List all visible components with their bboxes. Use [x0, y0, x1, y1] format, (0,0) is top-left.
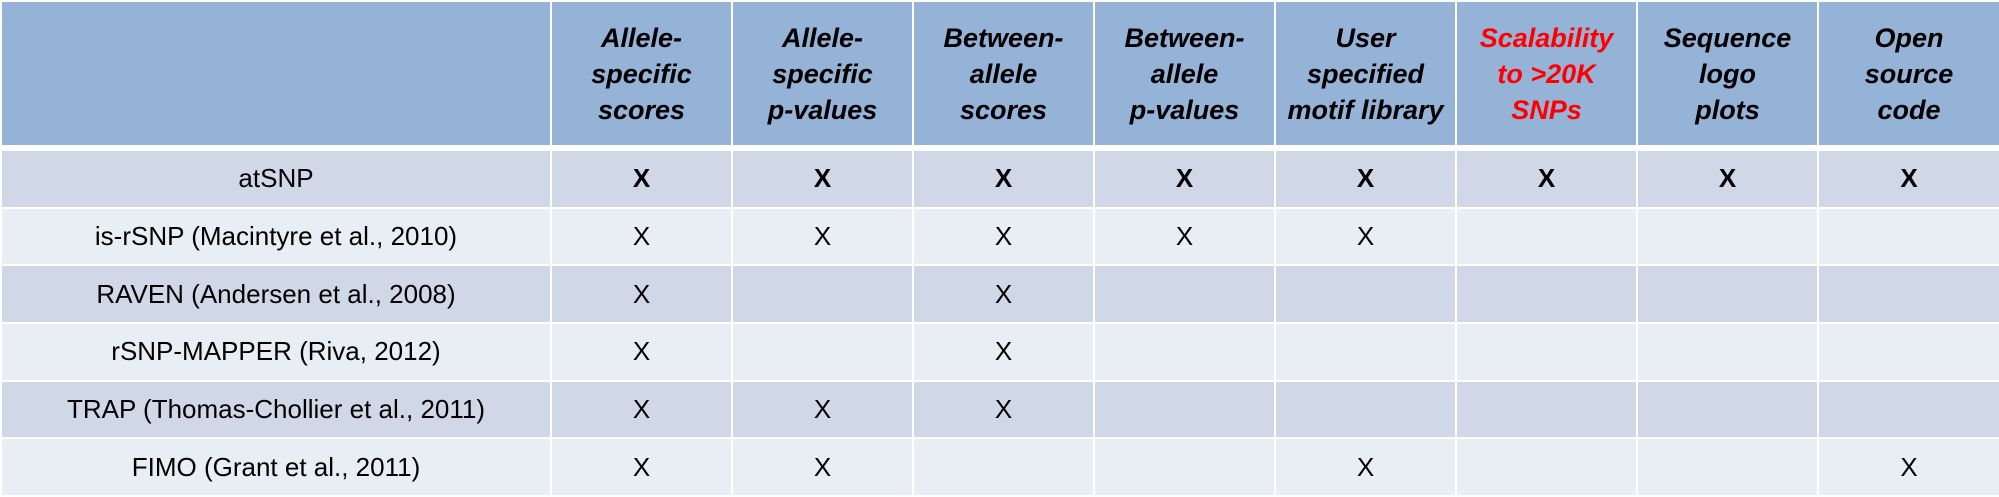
header-line: code [1877, 94, 1941, 125]
header-scalability: Scalability to >20K SNPs [1455, 0, 1638, 149]
feature-mark-cell [1274, 264, 1457, 325]
feature-mark-cell [1636, 264, 1819, 325]
header-allele-specific-p-values: Allele- specific p-values [731, 0, 914, 149]
feature-mark-cell: X [912, 322, 1095, 382]
header-line: allele [969, 58, 1038, 89]
header-line: specified [1306, 58, 1425, 89]
header-line: specific [591, 58, 692, 89]
feature-mark-cell: X [1093, 206, 1276, 267]
feature-mark-cell [1636, 206, 1819, 267]
feature-mark-cell: X [1817, 147, 1999, 209]
feature-mark-cell: X [1274, 437, 1457, 497]
feature-mark-cell [1636, 437, 1819, 497]
feature-mark-cell [1455, 379, 1638, 440]
table-row: FIMO (Grant et al., 2011) X X X X [0, 437, 1999, 497]
feature-mark-cell: X [550, 147, 733, 209]
table-row: is-rSNP (Macintyre et al., 2010) X X X X… [0, 206, 1999, 267]
feature-mark-cell [1455, 206, 1638, 267]
header-line: Open [1874, 22, 1944, 53]
feature-mark-cell [1093, 264, 1276, 325]
tool-name-cell: is-rSNP (Macintyre et al., 2010) [0, 206, 552, 267]
header-line: Allele- [600, 22, 683, 53]
feature-mark-cell [1093, 437, 1276, 497]
header-line: Between- [1124, 22, 1245, 53]
header-line: scores [597, 94, 686, 125]
feature-mark-cell: X [912, 264, 1095, 325]
header-line: p-values [767, 94, 878, 125]
feature-mark-cell [1274, 322, 1457, 382]
feature-mark-cell: X [731, 147, 914, 209]
feature-mark-cell: X [550, 206, 733, 267]
feature-mark-cell [912, 437, 1095, 497]
feature-mark-cell: X [550, 379, 733, 440]
header-line: Between- [943, 22, 1064, 53]
feature-mark-cell: X [731, 206, 914, 267]
header-line: motif library [1287, 94, 1444, 125]
header-line: allele [1150, 58, 1219, 89]
table-row: atSNP X X X X X X X X [0, 147, 1999, 209]
feature-mark-cell: X [1636, 147, 1819, 209]
header-line: scores [959, 94, 1048, 125]
feature-mark-cell [1817, 379, 1999, 440]
tool-name-cell: RAVEN (Andersen et al., 2008) [0, 264, 552, 325]
feature-mark-cell [1817, 264, 1999, 325]
feature-mark-cell [1093, 322, 1276, 382]
header-user-specified-motif-library: User specified motif library [1274, 0, 1457, 149]
feature-mark-cell: X [731, 437, 914, 497]
tool-name-cell: FIMO (Grant et al., 2011) [0, 437, 552, 497]
feature-mark-cell: X [731, 379, 914, 440]
feature-mark-cell [1636, 322, 1819, 382]
feature-mark-cell [1636, 379, 1819, 440]
feature-mark-cell: X [912, 206, 1095, 267]
feature-mark-cell [1455, 437, 1638, 497]
tool-name-cell: atSNP [0, 147, 552, 209]
feature-mark-cell [731, 322, 914, 382]
feature-mark-cell: X [550, 322, 733, 382]
header-line: SNPs [1511, 94, 1582, 125]
header-line: logo [1699, 58, 1756, 89]
table-row: rSNP-MAPPER (Riva, 2012) X X [0, 322, 1999, 382]
feature-mark-cell [1455, 264, 1638, 325]
feature-mark-cell: X [912, 379, 1095, 440]
feature-mark-cell: X [1093, 147, 1276, 209]
header-line: to >20K [1497, 58, 1596, 89]
header-line: source [1864, 58, 1954, 89]
table-row: RAVEN (Andersen et al., 2008) X X [0, 264, 1999, 325]
feature-mark-cell: X [912, 147, 1095, 209]
feature-mark-cell [1817, 322, 1999, 382]
header-allele-specific-scores: Allele- specific scores [550, 0, 733, 149]
tool-name-cell: TRAP (Thomas-Chollier et al., 2011) [0, 379, 552, 440]
header-corner-cell [0, 0, 552, 149]
tool-name-cell: rSNP-MAPPER (Riva, 2012) [0, 322, 552, 382]
header-between-allele-p-values: Between- allele p-values [1093, 0, 1276, 149]
feature-mark-cell [731, 264, 914, 325]
header-line: specific [772, 58, 873, 89]
feature-mark-cell: X [550, 437, 733, 497]
header-line: User [1335, 22, 1396, 53]
header-line: plots [1695, 94, 1760, 125]
feature-mark-cell: X [1274, 206, 1457, 267]
header-line: p-values [1129, 94, 1240, 125]
feature-mark-cell: X [1817, 437, 1999, 497]
feature-mark-cell: X [550, 264, 733, 325]
feature-mark-cell [1455, 322, 1638, 382]
header-between-allele-scores: Between- allele scores [912, 0, 1095, 149]
header-row: Allele- specific scores Allele- specific… [0, 0, 1999, 149]
feature-mark-cell [1274, 379, 1457, 440]
header-sequence-logo-plots: Sequence logo plots [1636, 0, 1819, 149]
feature-mark-cell: X [1455, 147, 1638, 209]
table-row: TRAP (Thomas-Chollier et al., 2011) X X … [0, 379, 1999, 440]
feature-mark-cell: X [1274, 147, 1457, 209]
feature-mark-cell [1817, 206, 1999, 267]
header-open-source-code: Open source code [1817, 0, 1999, 149]
header-line: Scalability [1479, 22, 1614, 53]
feature-mark-cell [1093, 379, 1276, 440]
header-line: Sequence [1663, 22, 1792, 53]
header-line: Allele- [781, 22, 864, 53]
